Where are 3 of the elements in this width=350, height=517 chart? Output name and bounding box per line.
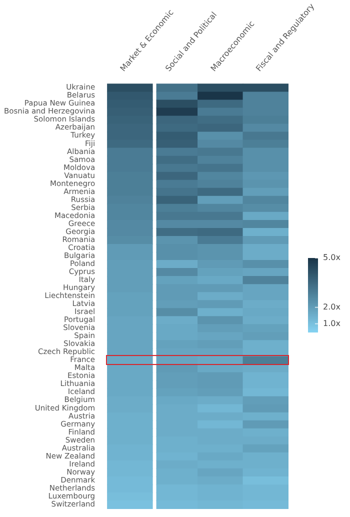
color-bar-label: 5.0x	[323, 253, 341, 262]
color-bar-label: 2.0x	[323, 302, 341, 312]
color-bar-label: 1.0x	[323, 318, 341, 328]
